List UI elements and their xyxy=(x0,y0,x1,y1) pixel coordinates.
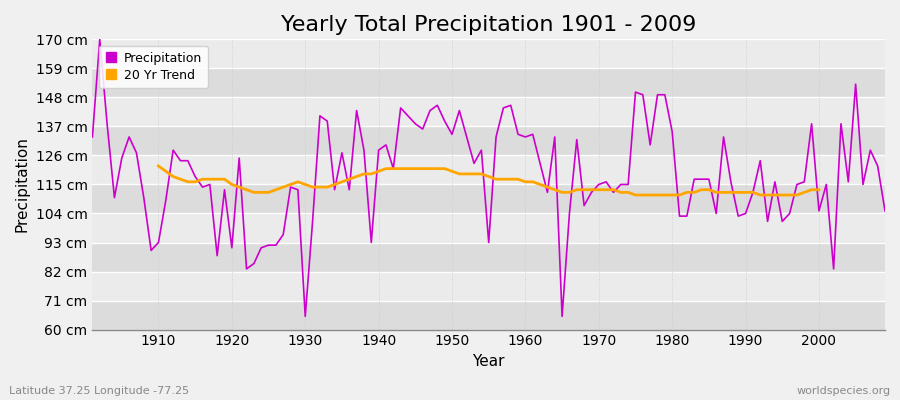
Precipitation xyxy=(527,132,538,137)
Line: 20 Yr Trend: 20 Yr Trend xyxy=(158,166,819,195)
20 Yr Trend xyxy=(806,187,817,192)
Bar xyxy=(93,126,885,156)
Text: worldspecies.org: worldspecies.org xyxy=(796,386,891,396)
Bar xyxy=(93,214,885,242)
20 Yr Trend xyxy=(718,190,729,195)
Title: Yearly Total Precipitation 1901 - 2009: Yearly Total Precipitation 1901 - 2009 xyxy=(281,15,697,35)
Bar xyxy=(93,156,885,184)
20 Yr Trend xyxy=(322,185,333,190)
Y-axis label: Precipitation: Precipitation xyxy=(15,136,30,232)
Precipitation xyxy=(94,37,105,42)
Bar xyxy=(93,272,885,300)
Bar xyxy=(93,184,885,214)
20 Yr Trend xyxy=(153,164,164,168)
20 Yr Trend xyxy=(234,185,245,190)
Legend: Precipitation, 20 Yr Trend: Precipitation, 20 Yr Trend xyxy=(99,46,208,88)
Bar xyxy=(93,39,885,68)
Bar xyxy=(93,300,885,330)
Text: Latitude 37.25 Longitude -77.25: Latitude 37.25 Longitude -77.25 xyxy=(9,386,189,396)
20 Yr Trend xyxy=(814,187,824,192)
Precipitation xyxy=(87,134,98,139)
20 Yr Trend xyxy=(630,193,641,198)
Bar xyxy=(93,242,885,272)
X-axis label: Year: Year xyxy=(472,354,505,369)
Precipitation xyxy=(879,208,890,213)
Precipitation xyxy=(535,161,545,166)
Precipitation xyxy=(322,119,333,124)
Precipitation xyxy=(300,314,310,319)
Precipitation xyxy=(366,240,377,245)
20 Yr Trend xyxy=(307,185,318,190)
Bar xyxy=(93,97,885,126)
Bar xyxy=(93,68,885,97)
Precipitation xyxy=(623,182,634,187)
Precipitation xyxy=(153,240,164,245)
Line: Precipitation: Precipitation xyxy=(93,39,885,316)
20 Yr Trend xyxy=(799,190,810,195)
